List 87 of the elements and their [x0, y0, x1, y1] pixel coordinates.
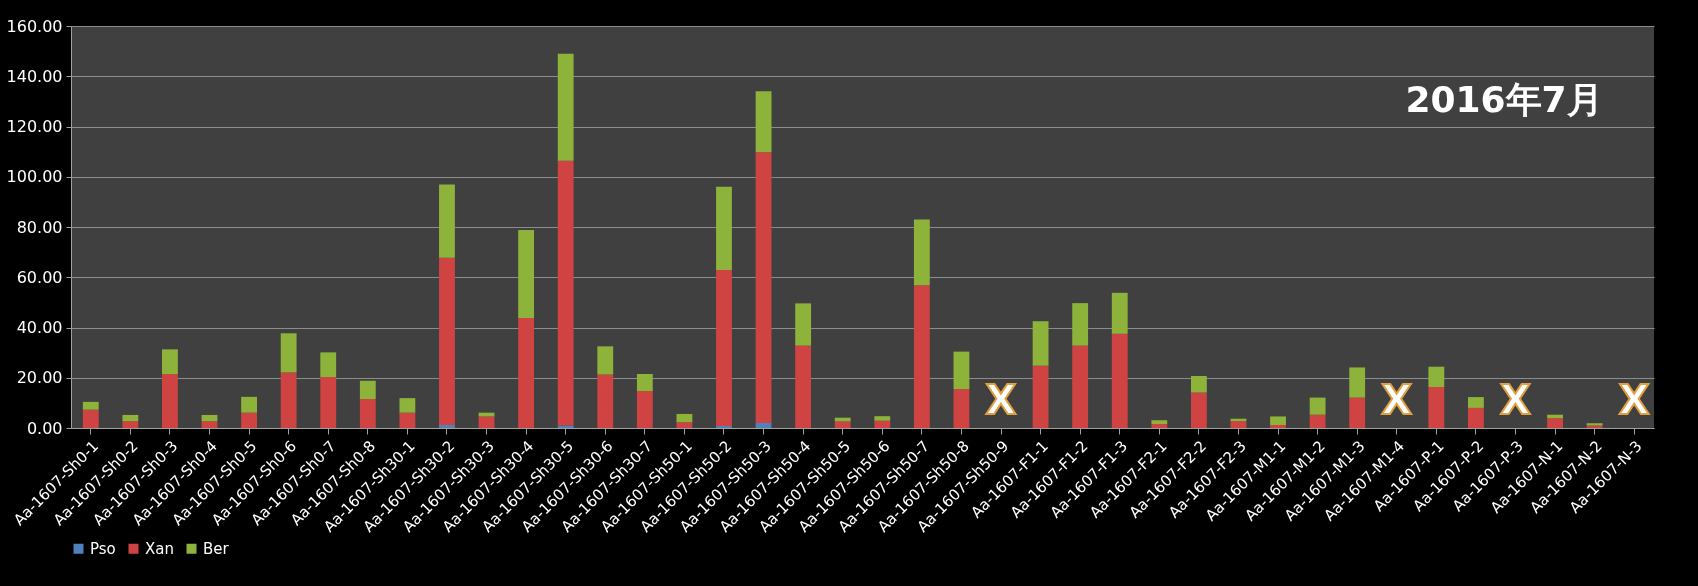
bar: [1428, 366, 1445, 388]
bar: [1349, 367, 1366, 398]
bar: [874, 416, 891, 421]
bar: [1547, 418, 1563, 428]
bar: [1309, 414, 1326, 428]
y-tick-label: 20.00: [16, 368, 63, 388]
bar: [241, 412, 257, 428]
annotation: 2016年7月: [1405, 79, 1603, 120]
bar: [241, 396, 257, 413]
bar: [399, 412, 416, 428]
bar: [1072, 303, 1089, 346]
bar: [597, 346, 614, 375]
bar: [1032, 321, 1049, 366]
bar: [755, 91, 772, 153]
bar: [122, 414, 139, 422]
bar: [953, 389, 970, 428]
bar: [1468, 397, 1484, 408]
y-tick-label: 80.00: [16, 217, 63, 237]
bar: [1428, 387, 1445, 428]
bar: [874, 420, 891, 428]
bar: [597, 374, 614, 428]
y-tick-label: 140.00: [6, 66, 63, 86]
bar: [716, 425, 732, 428]
bar: [676, 413, 693, 423]
legend-label: Pso: [90, 539, 116, 558]
bar: [755, 422, 772, 428]
bar: [518, 230, 535, 318]
bar: [201, 414, 218, 422]
y-tick-label: 100.00: [6, 167, 63, 187]
bar: [280, 333, 297, 373]
bar: [913, 285, 930, 428]
bar: [122, 421, 139, 428]
bar: [557, 160, 574, 426]
bar: [280, 372, 297, 428]
bar: [795, 303, 812, 346]
bar: [557, 53, 574, 161]
bar: [439, 424, 455, 428]
annotation: X: [1381, 377, 1413, 423]
bar: [557, 425, 574, 428]
bar: [716, 269, 732, 426]
bar: [1111, 292, 1128, 334]
annotation: X: [985, 377, 1017, 423]
bar: [636, 391, 653, 428]
bar: [636, 373, 653, 392]
bar: [359, 380, 376, 400]
y-tick-label: 120.00: [6, 117, 63, 136]
bar: [676, 422, 693, 428]
bar: [953, 351, 970, 390]
bar: [439, 184, 455, 258]
legend-label: Ber: [203, 539, 230, 558]
bar: [162, 373, 178, 428]
y-tick-label: 40.00: [16, 318, 63, 337]
bar: [359, 399, 376, 428]
bar: [1072, 345, 1089, 428]
bar: [1190, 392, 1207, 428]
annotation: X: [1618, 377, 1650, 423]
bar: [518, 317, 535, 428]
bar: [1032, 365, 1049, 428]
bar: [913, 219, 930, 286]
bar: [1151, 423, 1168, 428]
bar: [1468, 407, 1484, 428]
bar: [320, 377, 337, 428]
bar: [439, 257, 455, 425]
bar: [1151, 420, 1168, 424]
bar: [795, 345, 812, 428]
bar: [320, 352, 337, 377]
bar: [834, 421, 851, 428]
bar: [162, 349, 178, 374]
bar: [716, 186, 732, 270]
bar: [1309, 397, 1326, 415]
bar: [1270, 424, 1286, 428]
bar: [755, 152, 772, 423]
annotation: X: [1500, 377, 1532, 423]
bar: [399, 398, 416, 413]
bar: [478, 416, 495, 428]
bar: [1190, 375, 1207, 393]
y-tick-label: 60.00: [16, 267, 63, 287]
bar: [82, 401, 99, 410]
bar: [1270, 416, 1286, 425]
y-tick-label: 0.00: [26, 418, 63, 438]
y-tick-label: 160.00: [6, 16, 63, 36]
bar: [201, 421, 218, 428]
bar: [82, 409, 99, 428]
legend-label: Xan: [145, 539, 174, 558]
bar: [1111, 333, 1128, 428]
bar: [1230, 421, 1247, 428]
bar: [1349, 397, 1366, 428]
